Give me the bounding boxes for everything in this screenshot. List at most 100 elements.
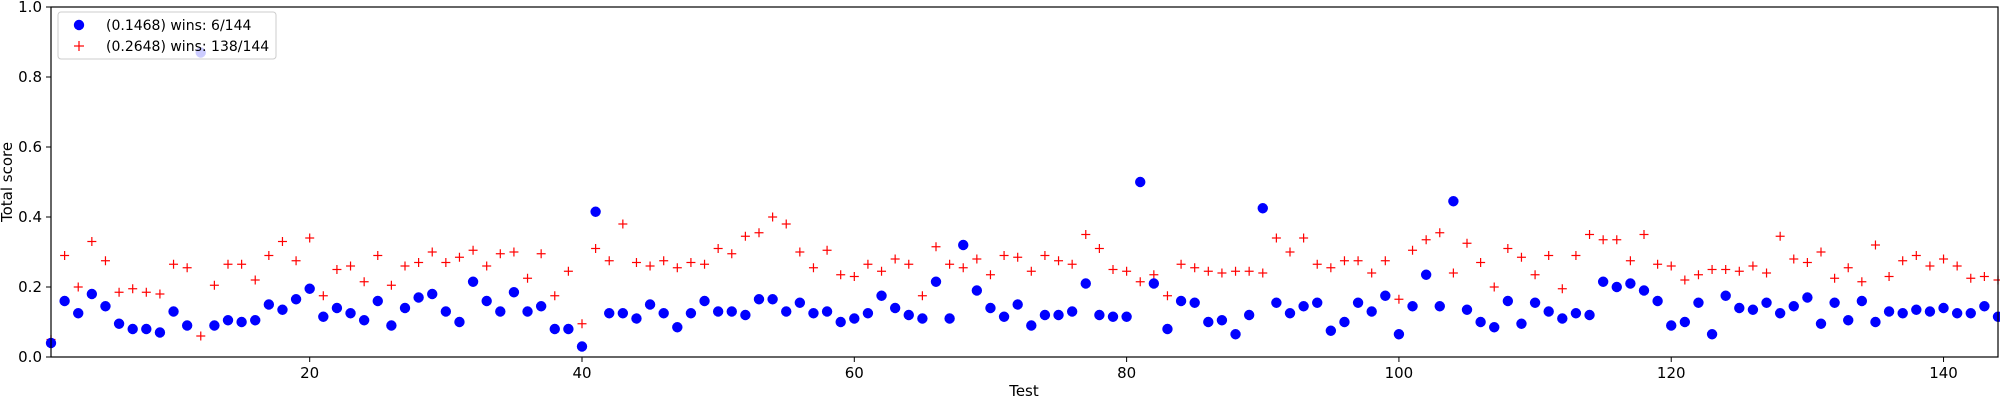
blue-circle-point [304, 284, 314, 294]
x-tick-label: 140 [1929, 364, 1958, 382]
blue-circle-point [522, 306, 532, 316]
y-axis-ticks: 0.00.20.40.60.81.0 [18, 0, 51, 366]
blue-circle-point [795, 298, 805, 308]
blue-circle-point [781, 306, 791, 316]
blue-circle-point [1298, 301, 1308, 311]
blue-circle-point [1394, 329, 1404, 339]
blue-circle-point [236, 317, 246, 327]
blue-circle-point [1557, 313, 1567, 323]
blue-circle-point [373, 296, 383, 306]
blue-circle-point [155, 327, 165, 337]
blue-circle-point [427, 289, 437, 299]
blue-circle-point [1040, 310, 1050, 320]
blue-circle-point [822, 306, 832, 316]
blue-circle-point [1543, 306, 1553, 316]
blue-circle-point [1693, 298, 1703, 308]
blue-circle-point [73, 308, 83, 318]
blue-circle-point [1244, 310, 1254, 320]
blue-circle-point [1952, 308, 1962, 318]
blue-circle-point [1598, 277, 1608, 287]
blue-circle-point [1162, 324, 1172, 334]
blue-circle-point [1108, 312, 1118, 322]
blue-circle-point [1720, 291, 1730, 301]
plot-area-background [51, 7, 1998, 357]
blue-circle-point [1870, 317, 1880, 327]
blue-circle-point [1081, 278, 1091, 288]
blue-circle-point [209, 320, 219, 330]
blue-circle-point [1380, 291, 1390, 301]
blue-circle-point [1584, 310, 1594, 320]
blue-circle-point [1189, 298, 1199, 308]
blue-circle-point [441, 306, 451, 316]
blue-circle-point [359, 315, 369, 325]
blue-circle-point [740, 310, 750, 320]
blue-circle-point [550, 324, 560, 334]
y-tick-label: 0.4 [18, 208, 42, 226]
blue-circle-point [1748, 305, 1758, 315]
blue-circle-point [1135, 177, 1145, 187]
blue-circle-point [999, 312, 1009, 322]
blue-circle-point [1612, 282, 1622, 292]
blue-circle-point [1217, 315, 1227, 325]
blue-circle-point [1802, 292, 1812, 302]
blue-circle-point [1789, 301, 1799, 311]
y-tick-label: 1.0 [18, 0, 42, 16]
blue-circle-point [1271, 298, 1281, 308]
x-tick-label: 40 [572, 364, 591, 382]
blue-circle-point [754, 294, 764, 304]
blue-circle-point [1884, 306, 1894, 316]
blue-circle-point [318, 312, 328, 322]
blue-circle-point [1353, 298, 1363, 308]
blue-circle-point [890, 303, 900, 313]
blue-circle-point [876, 291, 886, 301]
blue-circle-point [1503, 296, 1513, 306]
blue-circle-point [277, 305, 287, 315]
blue-circle-point [604, 308, 614, 318]
blue-circle-point [618, 308, 628, 318]
blue-circle-point [1897, 308, 1907, 318]
blue-circle-point [413, 292, 423, 302]
blue-circle-point [958, 240, 968, 250]
blue-circle-point [1734, 303, 1744, 313]
blue-circle-point [1285, 308, 1295, 318]
blue-circle-point [87, 289, 97, 299]
blue-circle-point [590, 207, 600, 217]
blue-circle-point [904, 310, 914, 320]
blue-circle-point [223, 315, 233, 325]
blue-circle-point [1911, 305, 1921, 315]
blue-circle-point [1938, 303, 1948, 313]
blue-circle-point [1966, 308, 1976, 318]
blue-circle-point [863, 308, 873, 318]
blue-circle-point [1475, 317, 1485, 327]
blue-circle-point [645, 299, 655, 309]
blue-circle-point [1203, 317, 1213, 327]
blue-circle-point [1176, 296, 1186, 306]
blue-circle-point [985, 303, 995, 313]
blue-circle-point [1516, 319, 1526, 329]
blue-circle-point [1666, 320, 1676, 330]
blue-circle-point [1652, 296, 1662, 306]
x-tick-label: 80 [1117, 364, 1136, 382]
blue-circle-point [1312, 298, 1322, 308]
blue-circle-point [1326, 326, 1336, 336]
blue-circle-point [1339, 317, 1349, 327]
y-tick-label: 0.2 [18, 278, 42, 296]
blue-circle-point [808, 308, 818, 318]
blue-circle-point [1407, 301, 1417, 311]
blue-circle-point [481, 296, 491, 306]
blue-circle-point [386, 320, 396, 330]
blue-circle-point [1775, 308, 1785, 318]
blue-circle-point [114, 319, 124, 329]
blue-circle-point [454, 317, 464, 327]
x-axis-label: Test [1008, 382, 1039, 400]
y-tick-label: 0.6 [18, 138, 42, 156]
blue-circle-point [917, 313, 927, 323]
legend-circle-marker [74, 20, 84, 30]
blue-circle-point [1639, 285, 1649, 295]
blue-circle-point [468, 277, 478, 287]
blue-circle-point [1829, 298, 1839, 308]
x-tick-label: 100 [1385, 364, 1414, 382]
blue-circle-point [250, 315, 260, 325]
y-tick-label: 0.0 [18, 348, 42, 366]
